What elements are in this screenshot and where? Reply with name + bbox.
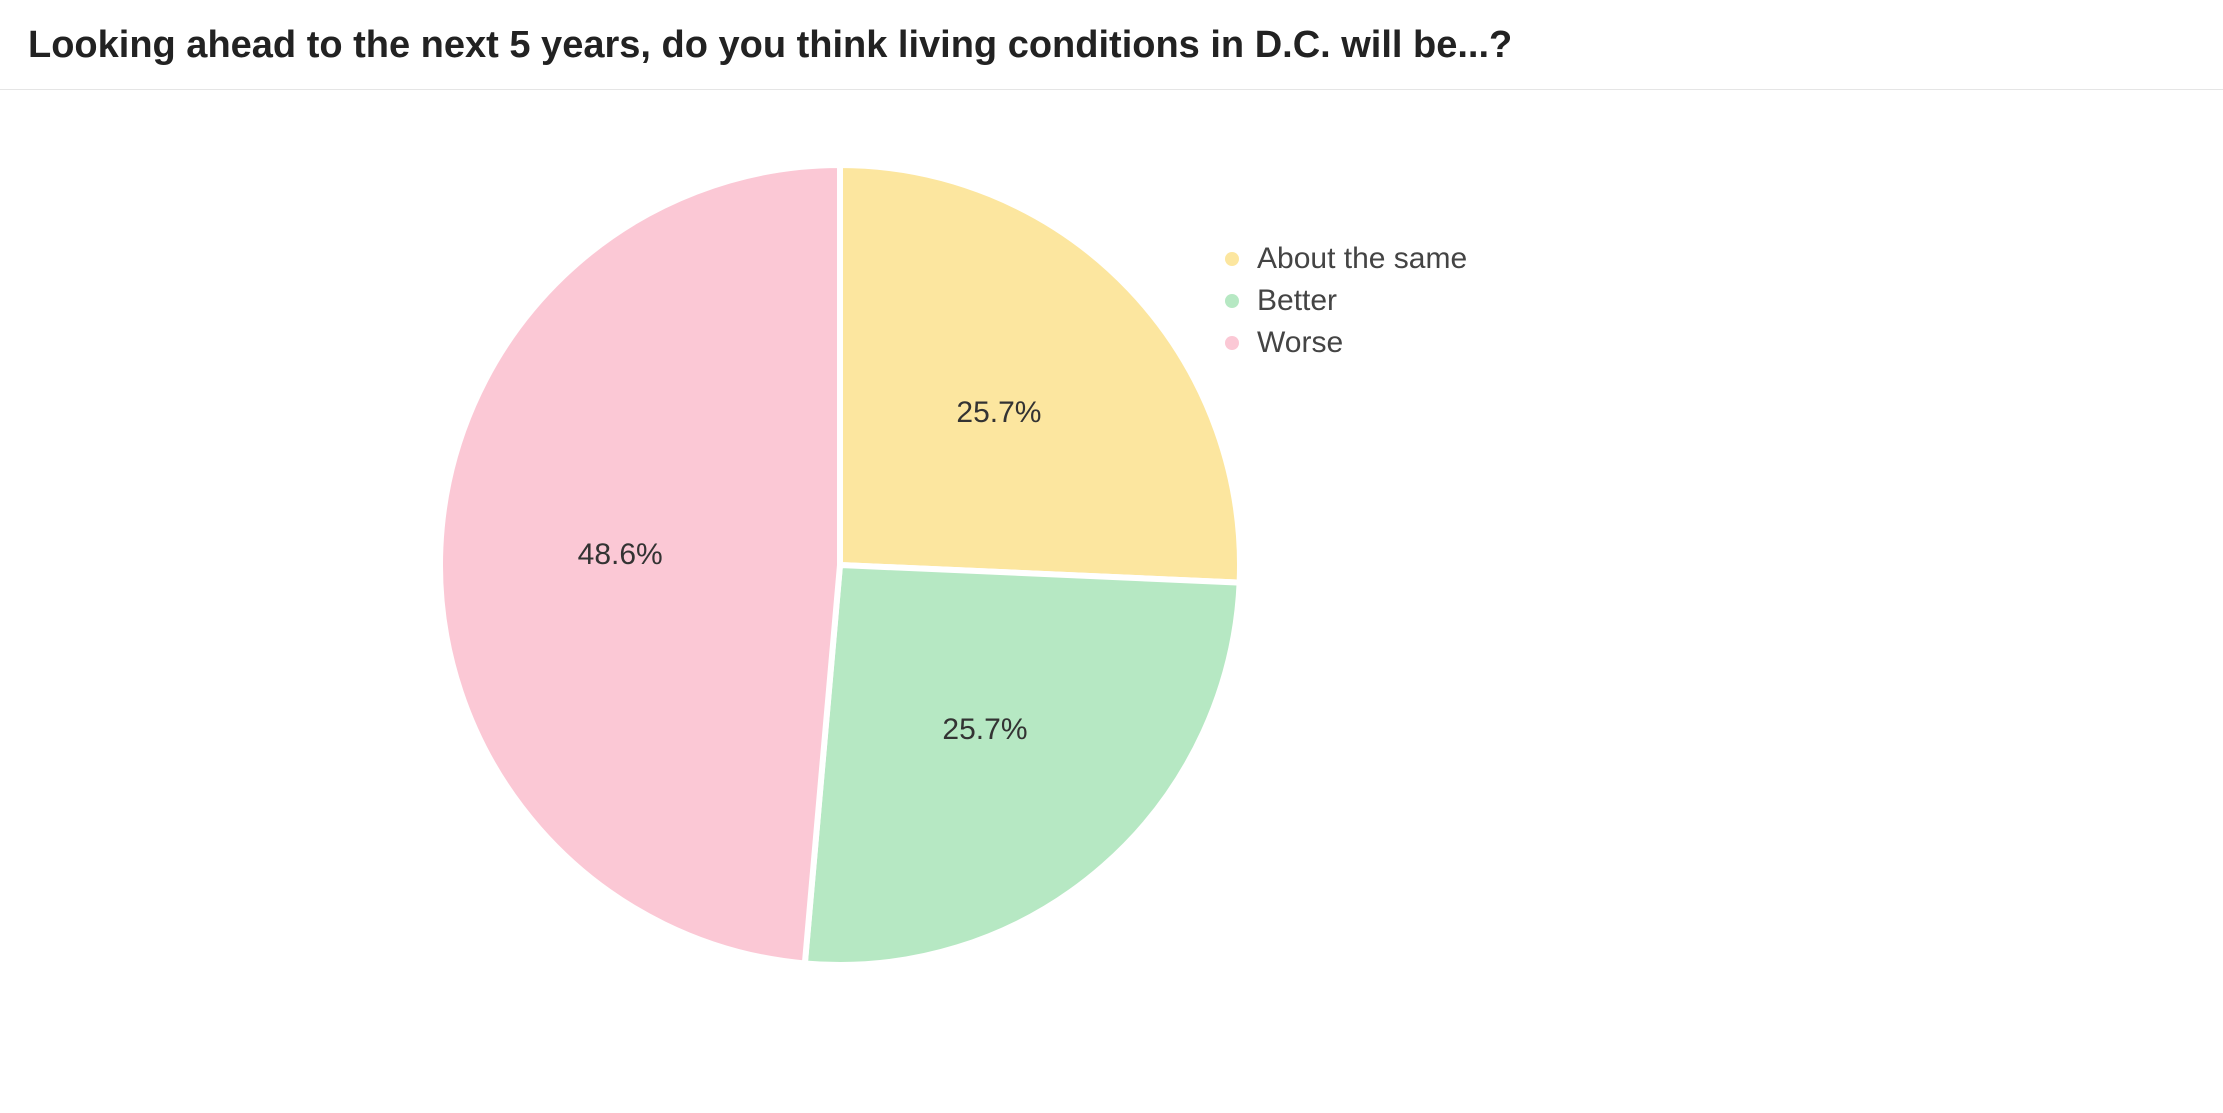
legend-label: Better [1257, 284, 1337, 318]
pie-svg [440, 160, 1240, 970]
pie-chart: 25.7% 25.7% 48.6% [440, 160, 1240, 975]
legend-item-better: Better [1225, 284, 1467, 318]
slice-label-about-the-same: 25.7% [956, 396, 1041, 430]
legend-label: About the same [1257, 242, 1467, 276]
legend-item-worse: Worse [1225, 326, 1467, 360]
slice-label-better: 25.7% [942, 713, 1027, 747]
legend-label: Worse [1257, 326, 1343, 360]
legend-dot-icon [1225, 336, 1239, 350]
slice-label-worse: 48.6% [578, 538, 663, 572]
pie-slice [840, 165, 1240, 583]
chart-title: Looking ahead to the next 5 years, do yo… [28, 24, 2195, 67]
legend-item-about-the-same: About the same [1225, 242, 1467, 276]
legend-dot-icon [1225, 252, 1239, 266]
title-bar: Looking ahead to the next 5 years, do yo… [0, 0, 2223, 90]
pie-slice [805, 565, 1240, 965]
chart-area: 25.7% 25.7% 48.6% About the same Better … [0, 90, 2223, 1093]
legend: About the same Better Worse [1225, 242, 1467, 368]
legend-dot-icon [1225, 294, 1239, 308]
